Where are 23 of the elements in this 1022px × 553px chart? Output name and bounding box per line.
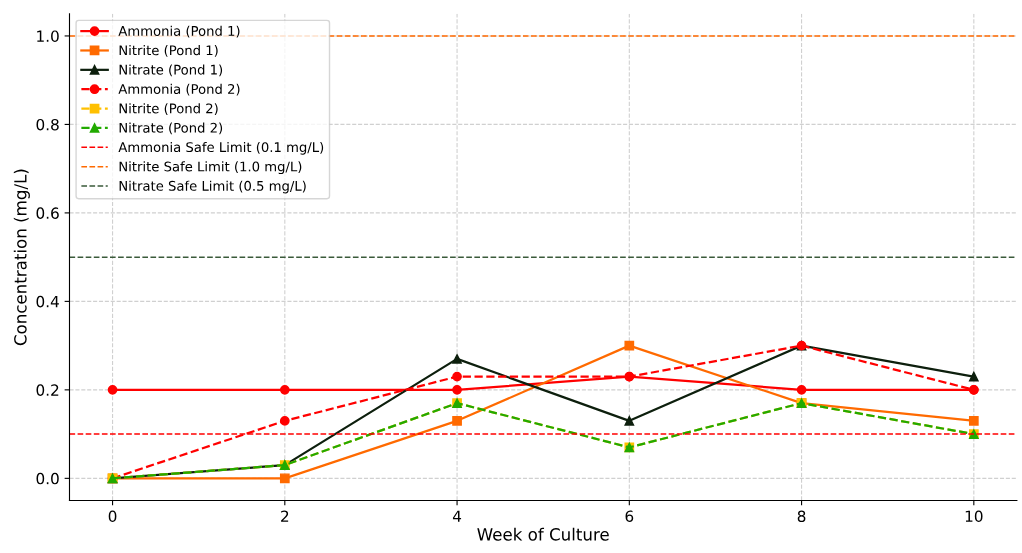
legend-label: Ammonia (Pond 1): [118, 25, 240, 38]
y-tick-label: 0.0: [36, 472, 59, 485]
x-tick-label: 10: [965, 510, 983, 523]
legend-label: Nitrate (Pond 1): [119, 64, 223, 77]
y-tick-label: 1.0: [37, 30, 59, 42]
x-tick-label: 8: [797, 510, 806, 523]
x-tick-label: 6: [625, 510, 634, 523]
legend-label: Nitrite (Pond 1): [119, 45, 218, 57]
legend-label: Ammonia (Pond 2): [118, 83, 240, 96]
legend-label: Nitrite (Pond 2): [119, 103, 218, 115]
y-tick-label: 0.4: [36, 295, 59, 308]
x-tick-label: 0: [108, 510, 117, 523]
y-axis-title: Concentration (mg/L): [13, 169, 30, 346]
y-tick-label: 0.8: [36, 118, 59, 131]
y-tick-label: 0.2: [36, 384, 59, 396]
x-axis-title: Week of Culture: [477, 527, 609, 541]
x-tick-label: 2: [281, 510, 289, 522]
legend-label: Nitrate Safe Limit (0.5 mg/L): [119, 180, 306, 194]
legend-label: Nitrite Safe Limit (1.0 mg/L): [119, 161, 302, 175]
legend-label: Nitrate (Pond 2): [119, 122, 223, 135]
y-tick-label: 0.6: [36, 207, 59, 219]
x-tick-label: 4: [452, 510, 462, 522]
legend-label: Ammonia Safe Limit (0.1 mg/L): [118, 141, 324, 155]
